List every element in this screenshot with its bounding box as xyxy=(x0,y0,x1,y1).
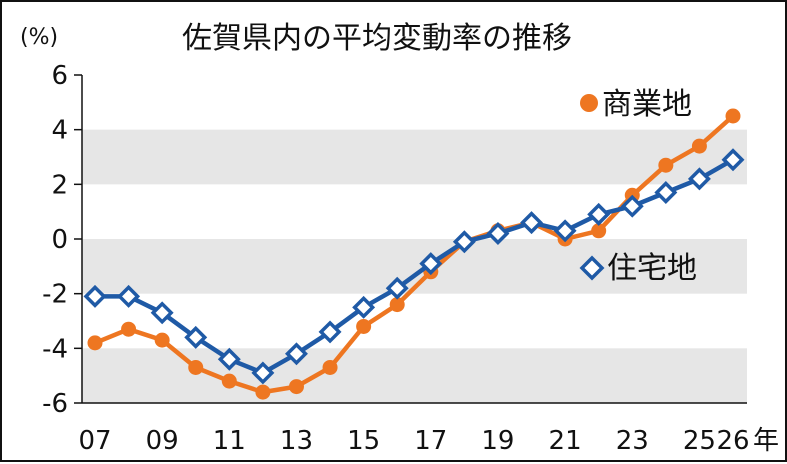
band-2 xyxy=(82,129,747,185)
legend-marker-commercial xyxy=(580,94,598,112)
y-tick-label: -6 xyxy=(42,389,68,419)
data-point xyxy=(725,108,741,124)
data-point xyxy=(591,223,607,239)
x-unit-label: 年 xyxy=(753,426,779,456)
data-point xyxy=(83,284,107,308)
data-point xyxy=(318,320,342,344)
x-tick-label: 09 xyxy=(146,426,179,456)
data-point xyxy=(587,202,611,226)
y-unit-label: (%) xyxy=(20,25,58,50)
data-point xyxy=(654,181,678,205)
x-tick-label: 07 xyxy=(78,426,111,456)
y-tick-label: 4 xyxy=(51,116,68,146)
legend-label-residential: 住宅地 xyxy=(607,251,697,286)
y-tick-label: 0 xyxy=(51,225,68,255)
legend-label-commercial: 商業地 xyxy=(602,87,692,122)
data-point xyxy=(217,347,241,371)
series-layer xyxy=(83,108,745,400)
y-tick-label: -2 xyxy=(42,280,68,310)
data-point xyxy=(184,325,208,349)
data-point xyxy=(150,301,174,325)
data-point xyxy=(389,297,405,313)
band-0 xyxy=(82,348,747,403)
data-point xyxy=(255,384,271,400)
x-tick-label: 13 xyxy=(280,426,313,456)
data-point xyxy=(154,332,170,348)
x-tick-label: 26 xyxy=(716,426,749,456)
data-point xyxy=(356,318,372,334)
data-point xyxy=(221,373,237,389)
data-point xyxy=(288,379,304,395)
data-point xyxy=(322,359,338,375)
x-tick-label: 11 xyxy=(213,426,246,456)
data-point xyxy=(452,230,476,254)
data-point xyxy=(284,342,308,366)
data-point xyxy=(352,295,376,319)
background-bands xyxy=(82,129,747,403)
x-tick-label: 17 xyxy=(414,426,447,456)
data-point xyxy=(385,276,409,300)
data-point xyxy=(121,321,137,337)
data-point xyxy=(419,252,443,276)
data-point xyxy=(691,138,707,154)
data-point xyxy=(553,219,577,243)
band-1 xyxy=(82,239,747,294)
x-tick-label: 15 xyxy=(347,426,380,456)
y-tick-label: 6 xyxy=(51,61,68,91)
data-point xyxy=(117,284,141,308)
data-point xyxy=(251,361,275,385)
labels-layer: (%) 佐賀県内の平均変動率の推移 07 09 11 13 15 17 19 21 23 25 26… xyxy=(20,21,779,456)
data-point xyxy=(188,359,204,375)
data-point xyxy=(620,194,644,218)
y-axis: 6 4 2 0 -2 -4 -6 xyxy=(42,61,747,419)
chart-title: 佐賀県内の平均変動率の推移 xyxy=(182,21,572,56)
legend-marker-residential xyxy=(579,255,605,281)
y-tick-label: -4 xyxy=(42,334,68,364)
series-1 xyxy=(83,148,745,385)
x-tick-label: 25 xyxy=(683,426,716,456)
y-tick-label: 2 xyxy=(51,170,68,200)
data-point xyxy=(87,335,103,351)
x-tick-label: 23 xyxy=(616,426,649,456)
x-tick-label: 19 xyxy=(481,426,514,456)
data-point xyxy=(520,211,544,235)
data-point xyxy=(721,148,745,172)
data-point xyxy=(658,157,674,173)
x-tick-label: 21 xyxy=(549,426,582,456)
data-point xyxy=(687,167,711,191)
data-point xyxy=(486,222,510,246)
